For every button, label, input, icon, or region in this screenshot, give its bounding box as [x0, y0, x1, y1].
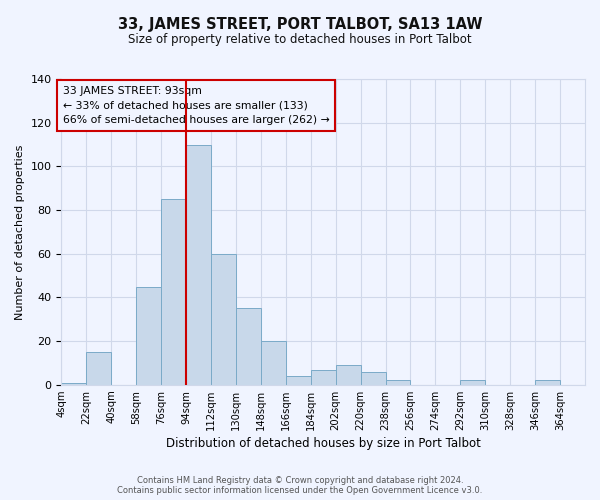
Bar	[460, 380, 485, 385]
Bar	[61, 382, 86, 385]
Bar	[535, 380, 560, 385]
Text: 33 JAMES STREET: 93sqm
← 33% of detached houses are smaller (133)
66% of semi-de: 33 JAMES STREET: 93sqm ← 33% of detached…	[63, 86, 329, 125]
Text: Contains HM Land Registry data © Crown copyright and database right 2024.: Contains HM Land Registry data © Crown c…	[137, 476, 463, 485]
X-axis label: Distribution of detached houses by size in Port Talbot: Distribution of detached houses by size …	[166, 437, 481, 450]
Bar	[311, 370, 335, 385]
Bar	[161, 199, 186, 385]
Text: 33, JAMES STREET, PORT TALBOT, SA13 1AW: 33, JAMES STREET, PORT TALBOT, SA13 1AW	[118, 18, 482, 32]
Bar	[335, 365, 361, 385]
Text: Size of property relative to detached houses in Port Talbot: Size of property relative to detached ho…	[128, 32, 472, 46]
Bar	[136, 286, 161, 385]
Bar	[211, 254, 236, 385]
Y-axis label: Number of detached properties: Number of detached properties	[15, 144, 25, 320]
Bar	[361, 372, 386, 385]
Bar	[86, 352, 111, 385]
Text: Contains public sector information licensed under the Open Government Licence v3: Contains public sector information licen…	[118, 486, 482, 495]
Bar	[286, 376, 311, 385]
Bar	[261, 341, 286, 385]
Bar	[386, 380, 410, 385]
Bar	[186, 144, 211, 385]
Bar	[236, 308, 261, 385]
